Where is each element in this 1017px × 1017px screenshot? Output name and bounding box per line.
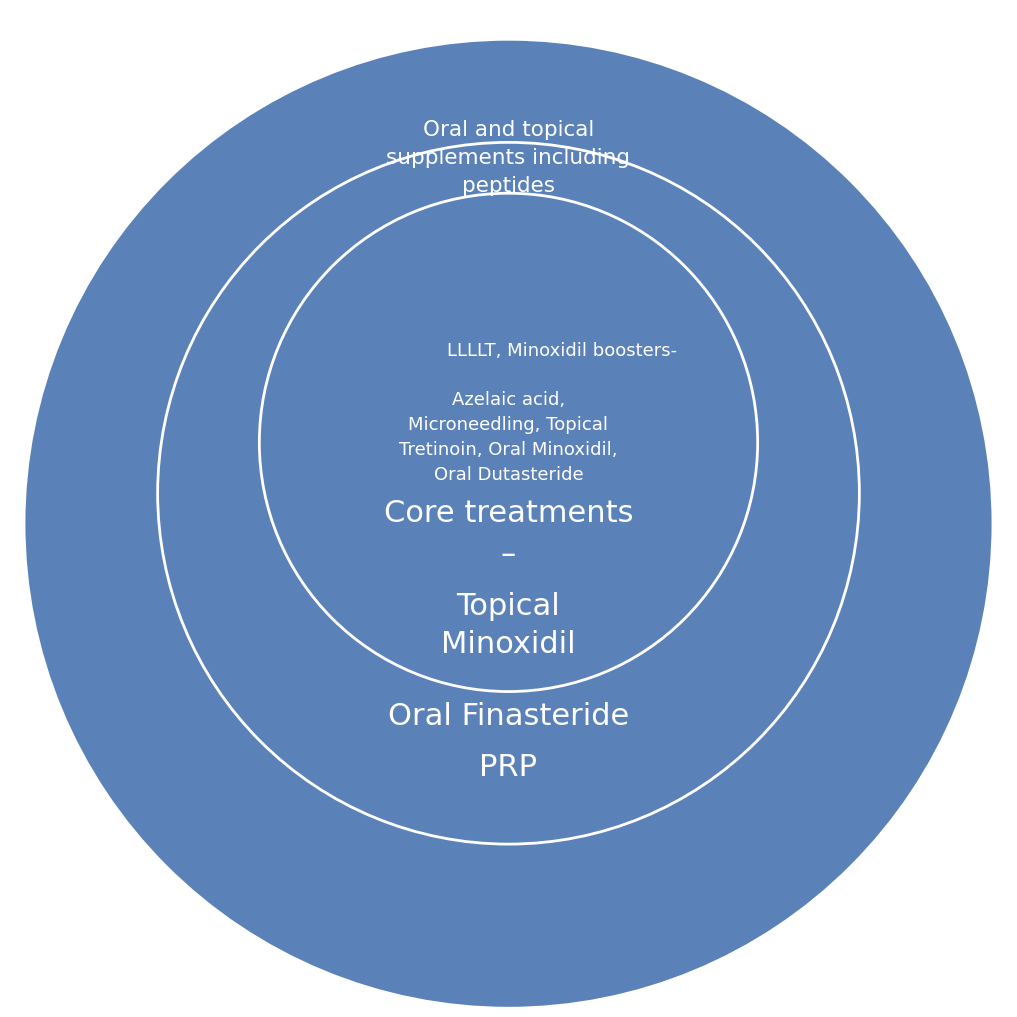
Text: Oral and topical
supplements including
peptides: Oral and topical supplements including p… <box>386 120 631 195</box>
Text: Topical
Minoxidil: Topical Minoxidil <box>441 592 576 659</box>
Text: Azelaic acid,
Microneedling, Topical
Tretinoin, Oral Minoxidil,
Oral Dutasteride: Azelaic acid, Microneedling, Topical Tre… <box>400 391 617 484</box>
Text: –: – <box>501 540 516 569</box>
Circle shape <box>25 41 992 1007</box>
Text: PRP: PRP <box>479 754 538 782</box>
Text: Core treatments: Core treatments <box>383 499 634 528</box>
Circle shape <box>259 193 758 692</box>
Text: LLLLT, Minoxidil boosters-: LLLLT, Minoxidil boosters- <box>447 342 677 360</box>
Circle shape <box>158 142 859 844</box>
Text: Oral Finasteride: Oral Finasteride <box>387 703 630 731</box>
